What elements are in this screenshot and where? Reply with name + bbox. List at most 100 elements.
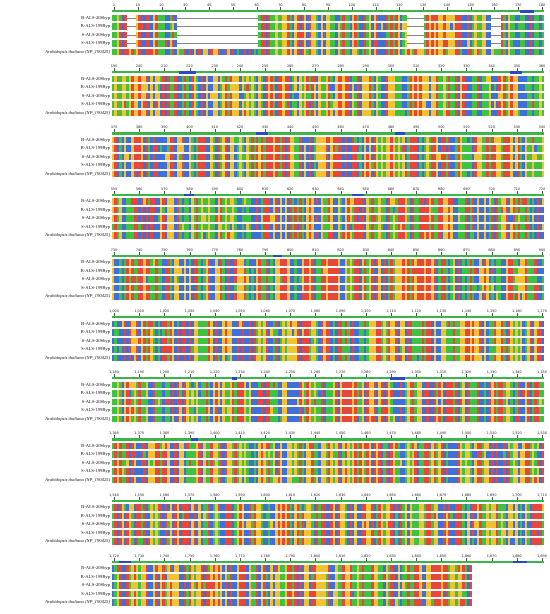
ruler-tick-label: 1,060: [260, 309, 270, 313]
ruler-tick-label: 900: [539, 248, 545, 252]
ruler-tick-label: 100: [349, 3, 355, 7]
ruler-tick-label: 190: [111, 64, 117, 68]
sequence-name: S-ALS-199Byp: [2, 284, 110, 293]
residue-cell: [542, 207, 545, 214]
sequence-name: B-ALS-20Sbyp: [2, 75, 110, 84]
ruler-tick-label: 50: [231, 3, 235, 7]
sequence-track: [112, 171, 544, 178]
ruler-tick-label: 480: [388, 125, 394, 129]
consensus-low-segment: [352, 194, 364, 197]
ruler-tick-label: 300: [388, 64, 394, 68]
ruler-tick-label: 150: [467, 3, 473, 7]
residue-cell: [542, 137, 545, 144]
sequence-name: B-ALS-20Sbyp: [2, 14, 110, 23]
ruler-tick-label: 1,000: [109, 309, 119, 313]
sequence-track: [112, 154, 544, 161]
residue-cell: [542, 215, 545, 222]
ruler-tick-label: 330: [463, 64, 469, 68]
alignment-gap: [491, 26, 501, 27]
ruler-tick-label: 1,130: [436, 309, 446, 313]
consensus-low-segment: [520, 10, 534, 13]
ruler-tick-label: 230: [211, 64, 217, 68]
alignment-gap: [407, 35, 424, 36]
consensus-low-segment: [256, 132, 268, 135]
sequence-name: B-ALS-199Byp: [2, 328, 110, 337]
ruler-tick-label: 1,110: [386, 309, 396, 313]
ruler-tick-label: 540: [539, 125, 545, 129]
ruler-tick-label: 240: [237, 64, 243, 68]
ruler-tick-label: 350: [514, 64, 520, 68]
residue-cell: [542, 110, 545, 117]
ruler-tick-label: 760: [186, 248, 192, 252]
sequence-track: [112, 215, 544, 222]
ruler-tick-label: 790: [262, 248, 268, 252]
ruler-tick-label: 70: [278, 3, 282, 7]
alignment-gap: [177, 26, 259, 27]
sequence-name: Arabidopsis thaliana (NP_190425): [2, 48, 110, 57]
ruler-tick-label: 430: [262, 125, 268, 129]
sequence-row: Arabidopsis thaliana (NP_190425): [0, 231, 550, 240]
ruler-tick-label: 740: [136, 248, 142, 252]
ruler-tick-label: 810: [312, 248, 318, 252]
ruler-tick-label: 620: [287, 187, 293, 191]
consensus-low-segment: [395, 132, 405, 135]
sequence-row: S-ALS-20Sbyp: [0, 214, 550, 223]
ruler-tick-label: 1,050: [235, 309, 245, 313]
sequence-name: B-ALS-20Sbyp: [2, 320, 110, 329]
alignment-gap: [126, 35, 136, 36]
residue-cell: [542, 76, 545, 83]
sequence-track: [112, 329, 544, 336]
ruler-tick-label: 830: [363, 248, 369, 252]
alignment-block: 730 740 750 760 770 780 790 800 810 820 830 840 850 8…: [0, 247, 550, 308]
ruler-tick-label: 710: [514, 187, 520, 191]
ruler-tick-label: 30: [183, 3, 187, 7]
sequence-track: [112, 259, 544, 266]
consensus-bar: [112, 10, 544, 12]
sequence-row: B-ALS-199Byp: [0, 22, 550, 31]
ruler-tick-label: 770: [211, 248, 217, 252]
alignment-block: 1 10 20 30 40 50 60 70 80 90 100 110 120 130 140 150 160…: [0, 2, 550, 63]
sequence-row: B-ALS-199Byp: [0, 83, 550, 92]
ruler-tick-label: 590: [211, 187, 217, 191]
sequence-row: Arabidopsis thaliana (NP_190425): [0, 292, 550, 301]
ruler-tick-label: 600: [237, 187, 243, 191]
position-ruler: 550 560 570 580 590 600 610 620 630 640 650 660 670 6…: [112, 186, 544, 194]
ruler-tick-label: 260: [287, 64, 293, 68]
alignment-gap: [126, 18, 136, 19]
sequence-name: S-ALS-20Sbyp: [2, 214, 110, 223]
sequence-row: B-ALS-199Byp: [0, 267, 550, 276]
ruler-tick-label: 80: [302, 3, 306, 7]
residue-cell: [542, 198, 545, 205]
consensus-bar: [112, 132, 544, 134]
sequence-row: B-ALS-199Byp: [0, 328, 550, 337]
ruler-tick-label: 60: [254, 3, 258, 7]
residue-cell: [542, 101, 545, 108]
ruler-tick-label: 1,170: [537, 309, 547, 313]
consensus-bar: [112, 194, 544, 196]
sequence-row: S-ALS-199Byp: [0, 284, 550, 293]
ruler-tick-label: 140: [444, 3, 450, 7]
ruler-tick-label: 840: [388, 248, 394, 252]
sequence-name: B-ALS-20Sbyp: [2, 258, 110, 267]
ruler-tick-label: 410: [211, 125, 217, 129]
sequence-row: S-ALS-20Sbyp: [0, 92, 550, 101]
ruler-tick-label: 870: [463, 248, 469, 252]
ruler-tick-label: 500: [438, 125, 444, 129]
sequence-track: [112, 224, 544, 231]
sequence-row: S-ALS-20Sbyp: [0, 275, 550, 284]
residue-cell: [542, 84, 545, 91]
consensus-bar: [112, 71, 544, 73]
sequence-row: B-ALS-20Sbyp: [0, 14, 550, 23]
ruler-tick-label: 460: [337, 125, 343, 129]
sequence-name: Arabidopsis thaliana (NP_190425): [2, 231, 110, 240]
residue-cell: [542, 232, 545, 239]
ruler-tick-label: 310: [413, 64, 419, 68]
alignment-gap: [407, 43, 424, 44]
alignment-gap: [491, 43, 501, 44]
sequence-name: S-ALS-199Byp: [2, 39, 110, 48]
consensus-low-segment: [179, 71, 196, 74]
ruler-tick-label: 560: [136, 187, 142, 191]
ruler-tick-label: 280: [337, 64, 343, 68]
ruler-tick-label: 120: [396, 3, 402, 7]
sequence-name: S-ALS-199Byp: [2, 223, 110, 232]
